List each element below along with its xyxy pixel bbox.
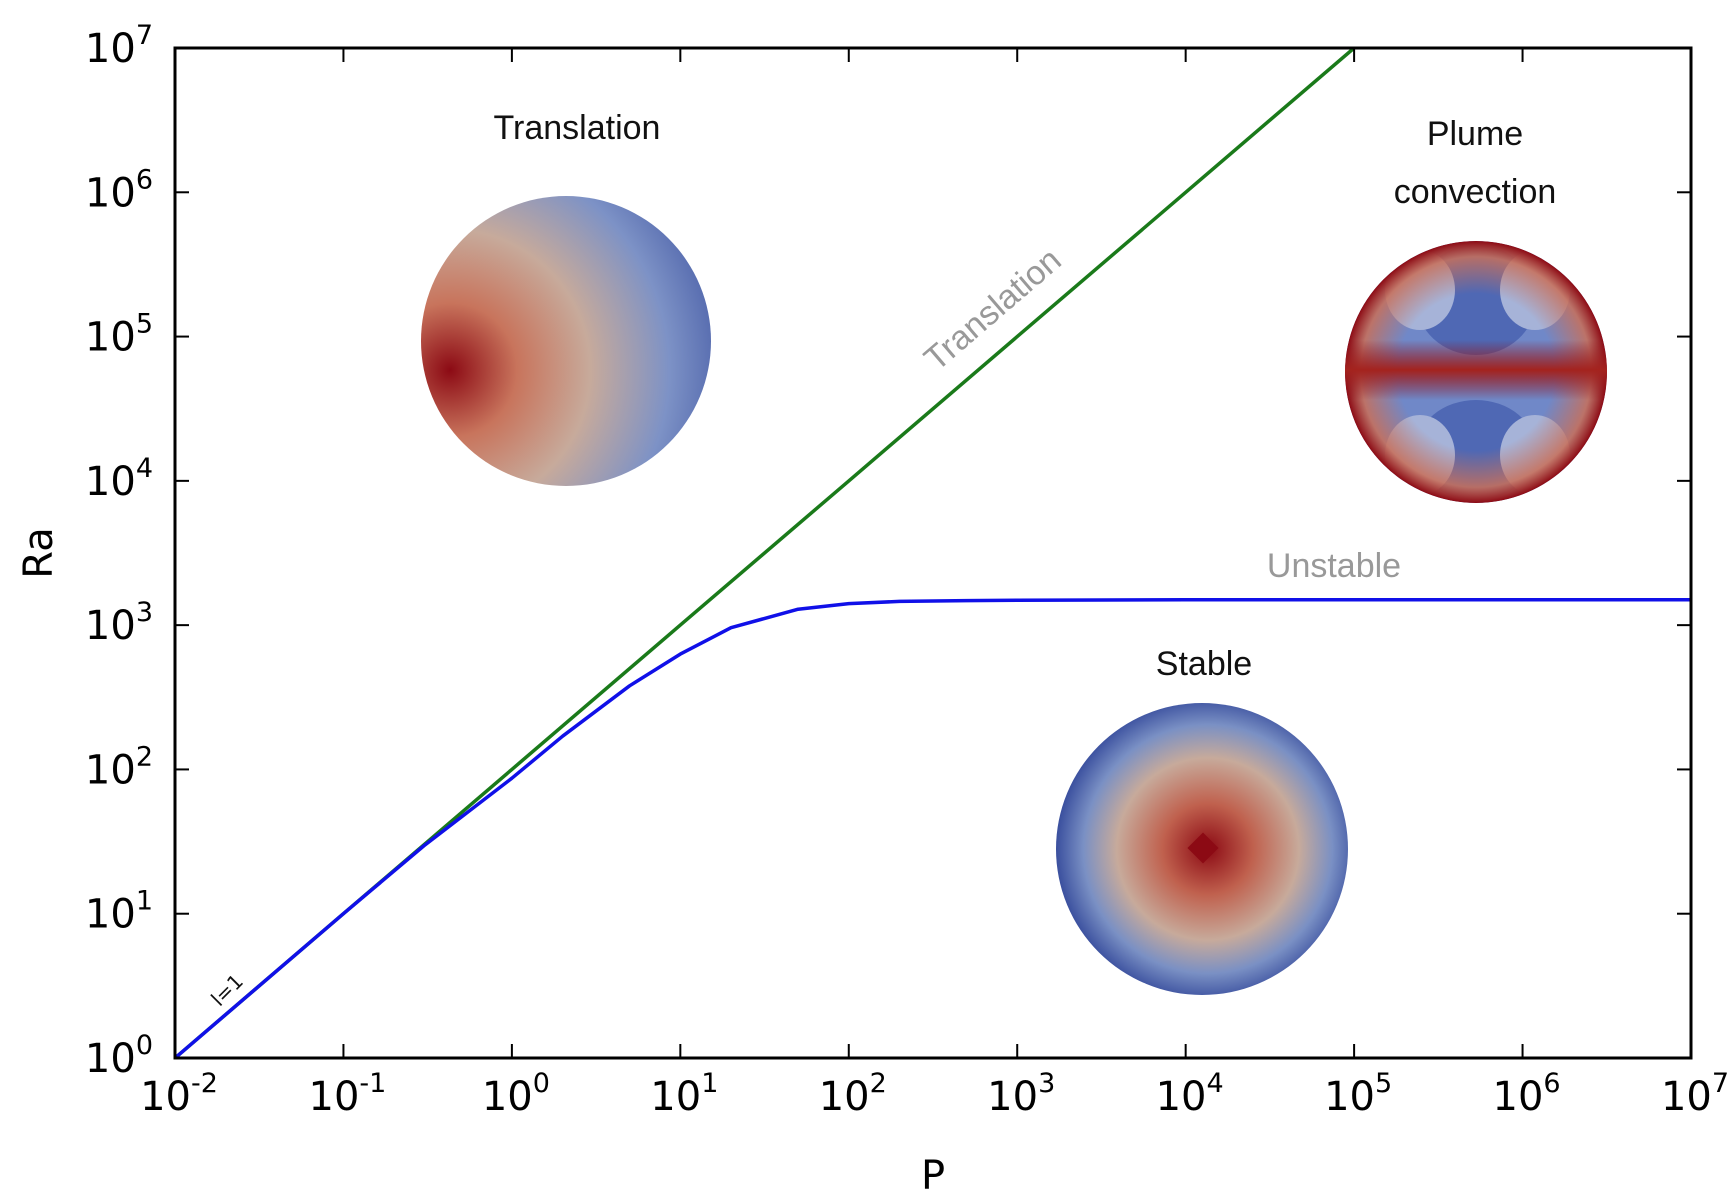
x-tick-label: 107 <box>1661 1068 1728 1120</box>
y-tick-label: 103 <box>85 597 153 649</box>
x-tick-label: 102 <box>819 1068 887 1120</box>
y-axis-title: Ra <box>16 527 62 578</box>
x-tick-label: 103 <box>987 1068 1055 1120</box>
x-tick-label: 104 <box>1156 1068 1224 1120</box>
y-tick-label: 106 <box>85 164 153 216</box>
x-tick-label: 10-1 <box>309 1068 387 1120</box>
region-label-plume-line1: Plume <box>1427 115 1523 153</box>
inset-translation <box>421 196 711 486</box>
line-label-l1: l=1 <box>206 969 248 1011</box>
x-tick-label: 10-2 <box>140 1068 218 1120</box>
y-tick-label: 105 <box>85 309 153 361</box>
x-axis-title: P <box>921 1153 945 1199</box>
x-tick-label: 106 <box>1493 1068 1561 1120</box>
y-tick-label: 107 <box>85 20 153 72</box>
region-label-stable: Stable <box>1156 645 1252 683</box>
x-tick-label: 105 <box>1324 1068 1392 1120</box>
region-label-plume-line2: convection <box>1394 173 1557 211</box>
inset-plume <box>1345 241 1607 503</box>
plot-frame <box>173 46 1693 1060</box>
series-line-unstable <box>175 597 1691 1058</box>
x-tick-label: 101 <box>650 1068 718 1120</box>
region-label-translation: Translation <box>494 109 661 147</box>
x-tick-label: 100 <box>482 1068 550 1120</box>
y-tick-label: 104 <box>85 453 153 505</box>
y-tick-label: 100 <box>85 1030 153 1082</box>
y-tick-label: 102 <box>85 741 153 793</box>
y-tick-label: 101 <box>85 886 153 938</box>
curve-label-unstable: Unstable <box>1267 547 1401 585</box>
